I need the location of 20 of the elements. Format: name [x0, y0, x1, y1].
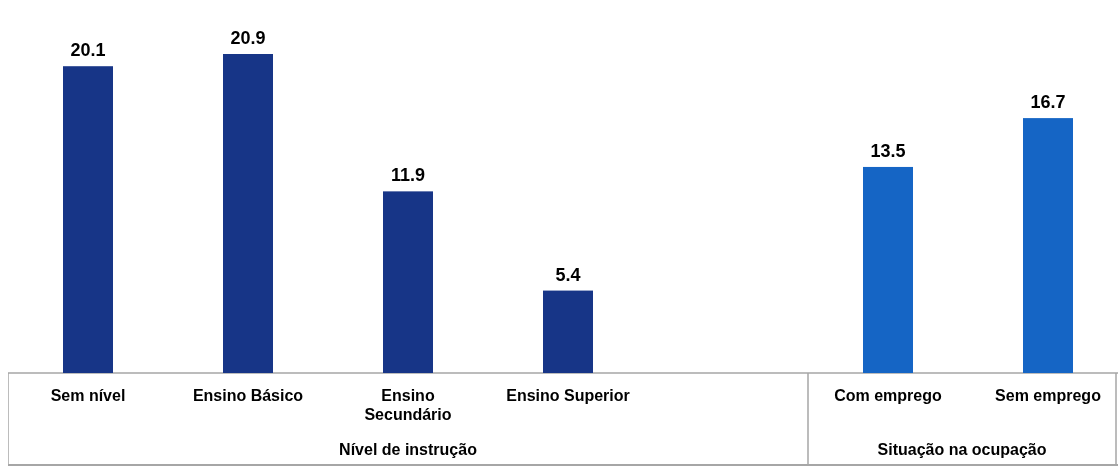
x-tick-label: Sem nível [50, 387, 126, 404]
data-label: 13.5 [870, 140, 906, 161]
data-label: 16.7 [1030, 92, 1066, 113]
bar [863, 166, 913, 373]
bar [63, 66, 113, 373]
data-label: 20.1 [70, 40, 106, 61]
x-tick-label: Ensino Superior [506, 387, 630, 404]
bar [383, 191, 433, 373]
data-label: 20.9 [230, 28, 266, 48]
x-tick-label: Ensino Secundário [364, 387, 452, 423]
bar [1023, 118, 1073, 373]
x-tick-label: Com emprego [834, 387, 943, 404]
bar [223, 54, 273, 373]
text: Nível de instrução [339, 441, 478, 458]
x-tick-label: Sem emprego [995, 387, 1102, 404]
x-tick-label: Ensino Básico [192, 387, 304, 404]
text: Situação na ocupação [877, 441, 1047, 458]
data-label: 5.4 [555, 264, 581, 285]
data-label: 11.9 [390, 165, 426, 186]
bar [543, 290, 593, 373]
